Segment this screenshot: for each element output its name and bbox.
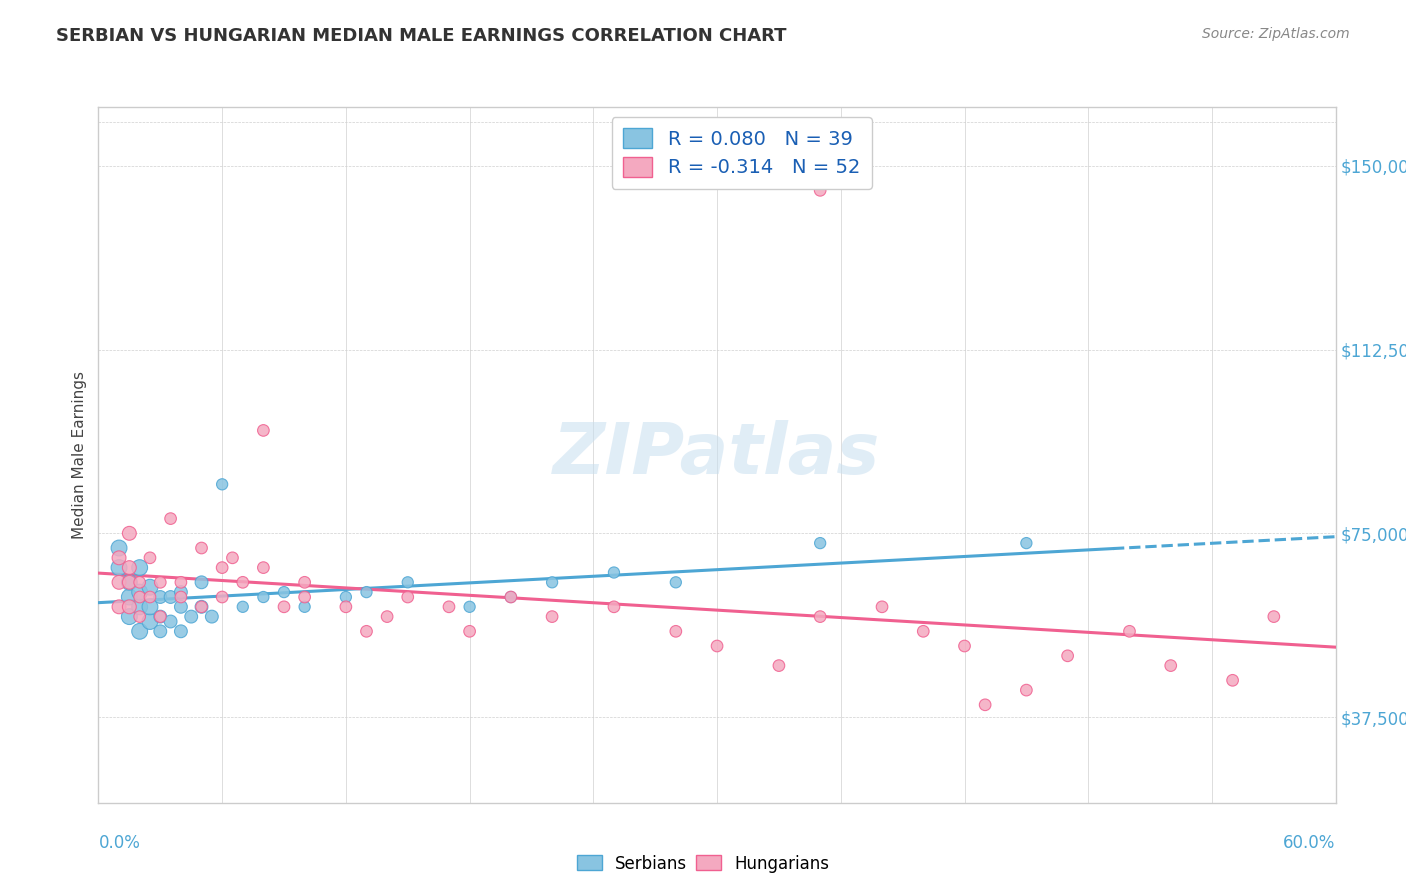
Point: [118, 575, 141, 590]
Point: [159, 511, 181, 525]
Point: [541, 609, 564, 624]
Point: [118, 609, 141, 624]
Point: [128, 560, 150, 574]
Point: [808, 183, 831, 197]
Point: [221, 550, 243, 565]
Legend: Serbians, Hungarians: Serbians, Hungarians: [571, 848, 835, 880]
Point: [252, 424, 274, 438]
Point: [768, 658, 790, 673]
Point: [201, 609, 224, 624]
Point: [128, 599, 150, 614]
Point: [665, 624, 688, 639]
Point: [139, 580, 162, 594]
Point: [159, 590, 181, 604]
Point: [396, 575, 419, 590]
Point: [953, 639, 976, 653]
Point: [396, 590, 419, 604]
Point: [108, 541, 131, 555]
Point: [912, 624, 935, 639]
Text: 60.0%: 60.0%: [1284, 834, 1336, 852]
Point: [294, 590, 316, 604]
Point: [170, 624, 193, 639]
Point: [108, 599, 131, 614]
Point: [149, 609, 172, 624]
Point: [128, 624, 150, 639]
Point: [180, 609, 202, 624]
Point: [108, 575, 131, 590]
Point: [128, 585, 150, 599]
Y-axis label: Median Male Earnings: Median Male Earnings: [72, 371, 87, 539]
Text: SERBIAN VS HUNGARIAN MEDIAN MALE EARNINGS CORRELATION CHART: SERBIAN VS HUNGARIAN MEDIAN MALE EARNING…: [56, 27, 787, 45]
Point: [190, 599, 212, 614]
Point: [170, 585, 193, 599]
Point: [128, 590, 150, 604]
Point: [211, 560, 233, 574]
Point: [273, 599, 295, 614]
Point: [149, 575, 172, 590]
Point: [603, 566, 626, 580]
Point: [159, 615, 181, 629]
Point: [252, 590, 274, 604]
Point: [294, 599, 316, 614]
Point: [294, 575, 316, 590]
Point: [458, 624, 481, 639]
Point: [974, 698, 997, 712]
Point: [541, 575, 564, 590]
Point: [139, 550, 162, 565]
Point: [118, 560, 141, 574]
Point: [118, 526, 141, 541]
Point: [139, 615, 162, 629]
Point: [190, 575, 212, 590]
Point: [190, 541, 212, 555]
Point: [1015, 536, 1038, 550]
Point: [149, 590, 172, 604]
Point: [499, 590, 522, 604]
Point: [1056, 648, 1078, 663]
Point: [603, 599, 626, 614]
Point: [211, 590, 233, 604]
Point: [190, 599, 212, 614]
Point: [211, 477, 233, 491]
Point: [335, 590, 357, 604]
Text: 0.0%: 0.0%: [98, 834, 141, 852]
Point: [335, 599, 357, 614]
Point: [118, 599, 141, 614]
Point: [139, 599, 162, 614]
Point: [706, 639, 728, 653]
Point: [1263, 609, 1285, 624]
Point: [458, 599, 481, 614]
Point: [665, 575, 688, 590]
Point: [1160, 658, 1182, 673]
Point: [356, 585, 378, 599]
Legend: R = 0.080   N = 39, R = -0.314   N = 52: R = 0.080 N = 39, R = -0.314 N = 52: [612, 117, 872, 189]
Point: [170, 599, 193, 614]
Text: ZIPatlas: ZIPatlas: [554, 420, 880, 490]
Point: [232, 575, 254, 590]
Point: [808, 609, 831, 624]
Point: [139, 590, 162, 604]
Point: [273, 585, 295, 599]
Point: [1015, 683, 1038, 698]
Point: [170, 575, 193, 590]
Point: [808, 536, 831, 550]
Point: [118, 590, 141, 604]
Point: [356, 624, 378, 639]
Point: [437, 599, 460, 614]
Point: [108, 550, 131, 565]
Point: [118, 575, 141, 590]
Point: [1118, 624, 1140, 639]
Point: [128, 609, 150, 624]
Point: [149, 609, 172, 624]
Text: Source: ZipAtlas.com: Source: ZipAtlas.com: [1202, 27, 1350, 41]
Point: [870, 599, 893, 614]
Point: [375, 609, 398, 624]
Point: [149, 624, 172, 639]
Point: [499, 590, 522, 604]
Point: [252, 560, 274, 574]
Point: [128, 575, 150, 590]
Point: [1222, 673, 1244, 688]
Point: [108, 560, 131, 574]
Point: [170, 590, 193, 604]
Point: [232, 599, 254, 614]
